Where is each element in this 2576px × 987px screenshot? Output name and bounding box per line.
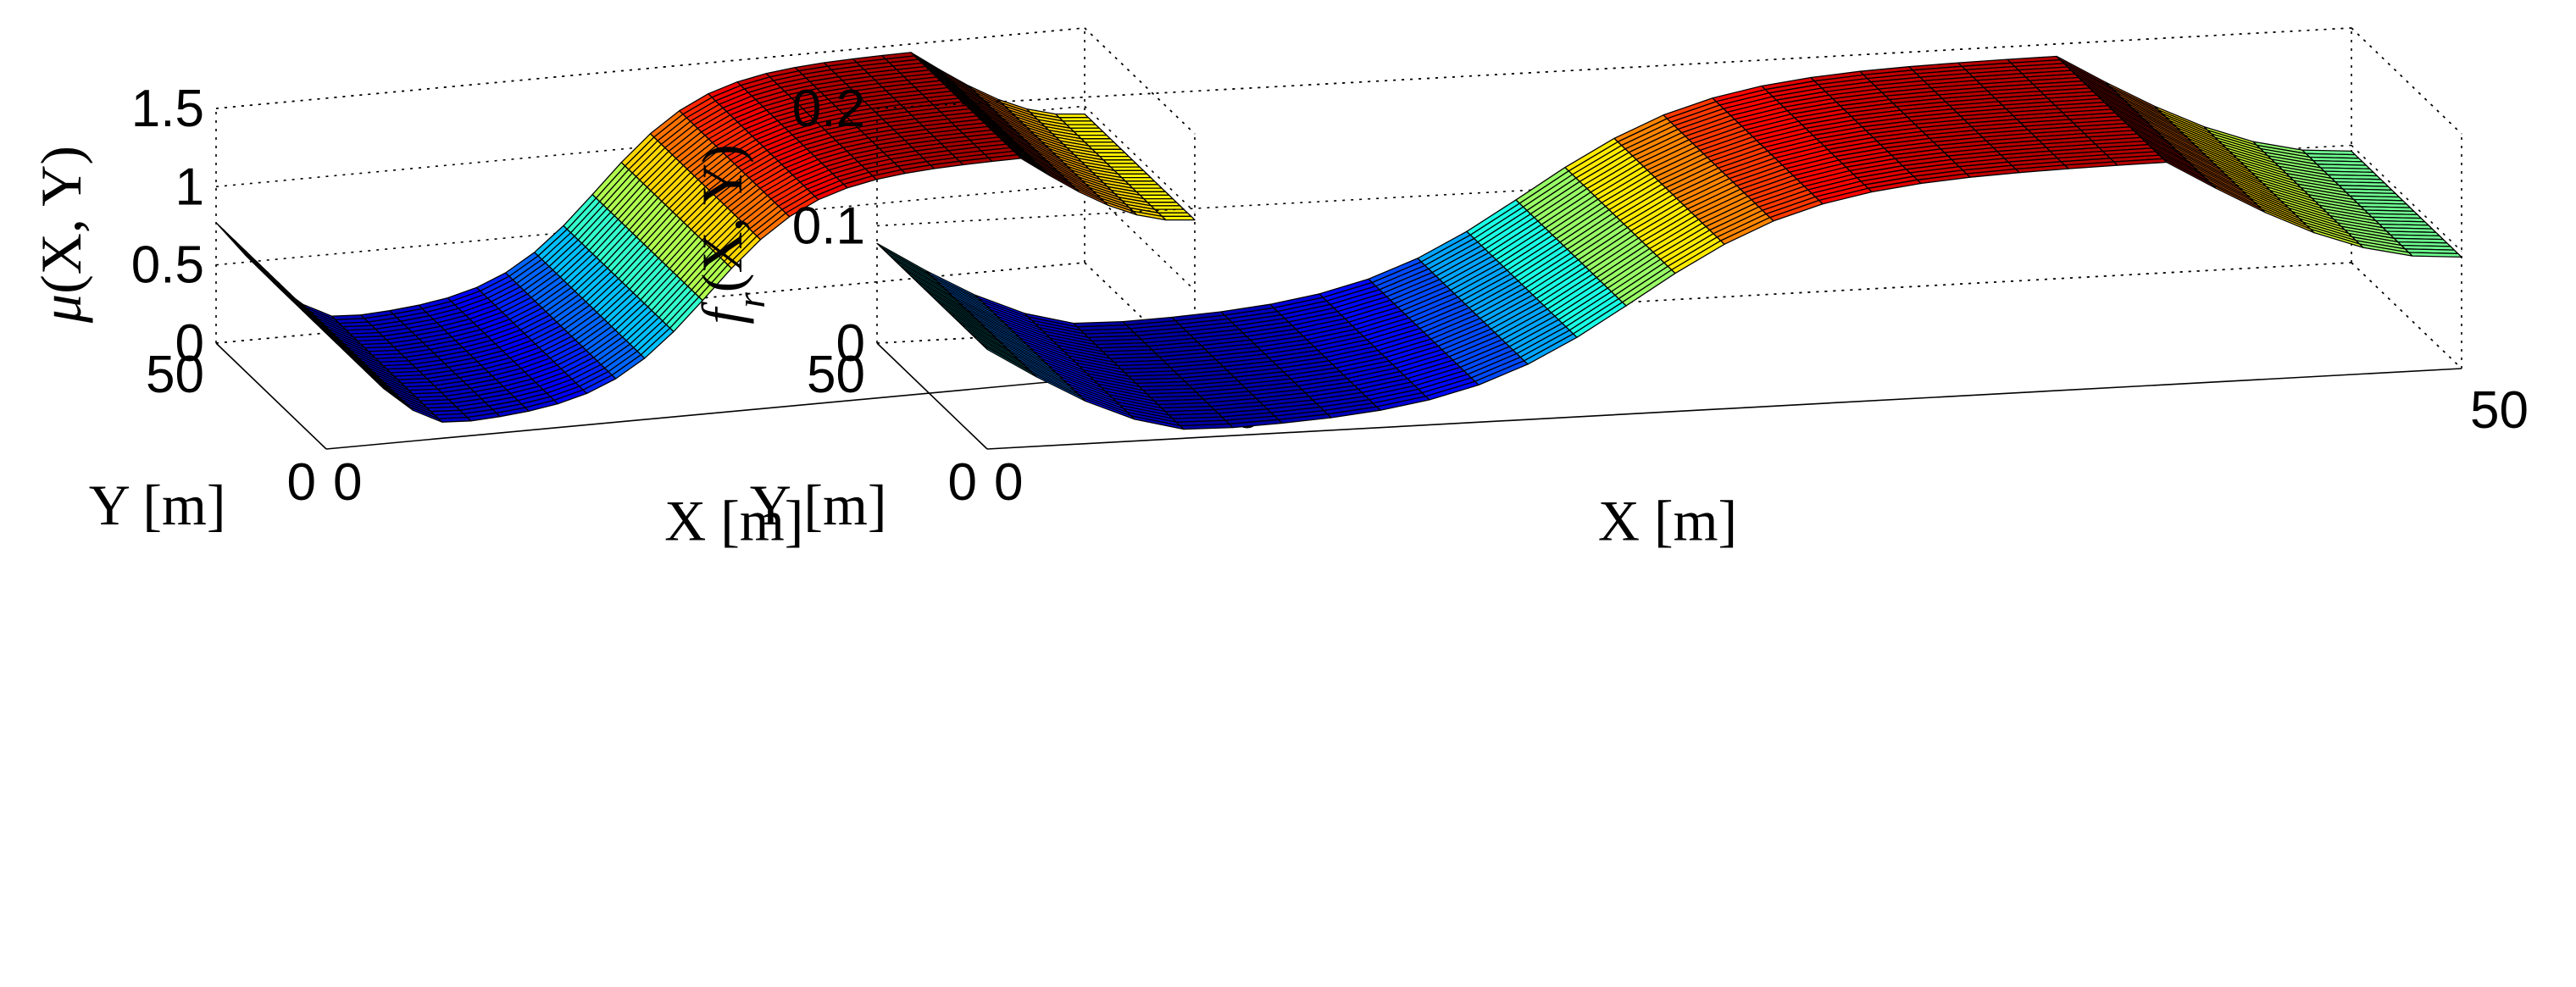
z-tick-label: 0.5 [131,236,204,295]
y-tick-label: 0 [287,453,316,512]
surface-facet [1161,215,1196,221]
y-tick-label: 50 [146,346,204,404]
x-axis-label: X [m] [1598,488,1737,552]
y-axis-line [215,342,327,450]
z-tick-label: 0 [836,314,865,373]
x-tick-label: 50 [2470,381,2529,440]
surface-mesh [876,55,2462,430]
z-tick-label: 0 [175,314,204,373]
z-tick-label: 1.5 [131,80,204,138]
x-axis-label: X [m] [664,488,803,552]
gridline [215,105,1085,188]
gridline [1084,105,1196,213]
z-tick-label: 0.2 [792,80,865,138]
x-tick-label: 0 [994,453,1023,512]
surface-facet [437,416,472,423]
x-axis-line [986,368,2462,450]
gridline [215,27,1085,109]
gridline [1084,27,1196,135]
front-axes [876,342,2462,450]
y-tick-label: 50 [807,346,865,404]
z-tick-label: 0.1 [792,197,865,256]
gridline [2351,262,2462,369]
y-axis-line [876,342,988,450]
x-tick-label: 0 [333,453,362,512]
z-axis-label: μ(X, Y) [29,146,93,324]
gridline [215,183,1085,266]
surface-mesh [215,52,1196,423]
gridline [2351,27,2462,135]
z-tick-label: 1 [175,158,204,216]
gridline [2351,144,2462,252]
gridline [876,27,2352,109]
surface-plot-mu: 00.511.5500050 μ(X, Y) Y [m] X [m] [29,27,1262,552]
y-axis-label: Y [m] [750,473,887,537]
y-axis-label: Y [m] [89,473,226,537]
surface-facet [2408,252,2462,258]
y-tick-label: 0 [948,453,977,512]
